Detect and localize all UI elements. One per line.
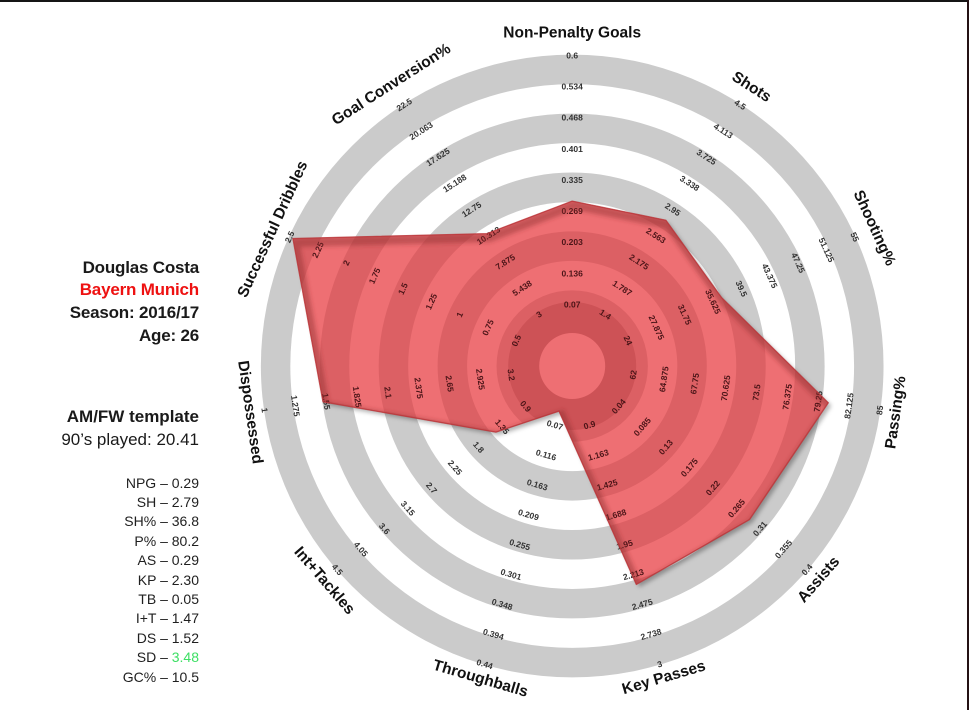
- svg-text:2: 2: [341, 258, 352, 267]
- svg-text:0.6: 0.6: [566, 50, 578, 60]
- svg-text:73.5: 73.5: [750, 383, 762, 401]
- svg-text:1: 1: [454, 310, 465, 319]
- svg-text:62: 62: [627, 369, 638, 380]
- svg-text:2.1: 2.1: [382, 386, 394, 399]
- svg-text:0.269: 0.269: [562, 206, 584, 216]
- svg-text:64.875: 64.875: [657, 365, 671, 392]
- svg-text:1.5: 1.5: [396, 281, 410, 296]
- svg-text:2.925: 2.925: [474, 368, 487, 391]
- svg-text:85: 85: [874, 405, 885, 416]
- svg-text:67.75: 67.75: [688, 372, 701, 395]
- svg-text:2.375: 2.375: [412, 377, 425, 400]
- svg-text:2.65: 2.65: [444, 375, 456, 393]
- svg-text:82.125: 82.125: [842, 392, 856, 419]
- svg-text:1.275: 1.275: [289, 395, 302, 418]
- svg-text:0.5: 0.5: [509, 333, 523, 348]
- svg-text:3: 3: [534, 309, 544, 320]
- svg-text:3.2: 3.2: [506, 368, 518, 381]
- svg-text:0.136: 0.136: [562, 268, 584, 278]
- svg-text:24: 24: [622, 334, 635, 347]
- svg-text:Passing%: Passing%: [882, 375, 909, 450]
- svg-text:55: 55: [848, 231, 861, 244]
- svg-text:1: 1: [259, 407, 270, 413]
- svg-text:0.07: 0.07: [564, 300, 581, 310]
- svg-text:Non-Penalty Goals: Non-Penalty Goals: [503, 25, 641, 42]
- svg-text:0.534: 0.534: [562, 82, 584, 92]
- svg-text:76.375: 76.375: [780, 383, 794, 410]
- svg-text:0.401: 0.401: [562, 144, 584, 154]
- svg-text:0.07: 0.07: [546, 418, 565, 432]
- svg-text:0.9: 0.9: [582, 418, 596, 431]
- svg-text:0.335: 0.335: [562, 175, 584, 185]
- svg-text:70.625: 70.625: [719, 374, 733, 401]
- svg-text:0.44: 0.44: [475, 657, 494, 671]
- svg-text:0.203: 0.203: [562, 237, 584, 247]
- svg-text:1.825: 1.825: [351, 386, 364, 409]
- svg-text:3: 3: [656, 659, 664, 670]
- svg-text:0.468: 0.468: [562, 113, 584, 123]
